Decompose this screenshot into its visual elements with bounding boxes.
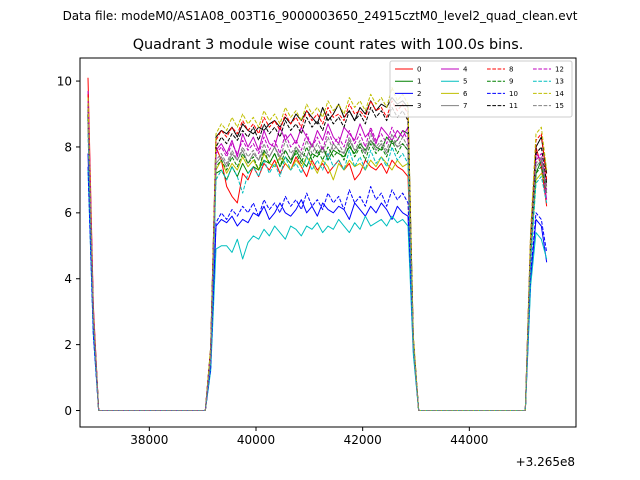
- legend-label-2: 2: [417, 90, 421, 98]
- legend-box: [389, 60, 573, 118]
- chart-title: Quadrant 3 module wise count rates with …: [133, 37, 524, 53]
- x-offset-label: +3.265e8: [516, 455, 575, 469]
- series-line-9: [87, 117, 548, 412]
- legend-label-15: 15: [555, 102, 564, 110]
- legend-label-12: 12: [555, 66, 564, 74]
- legend-label-10: 10: [509, 90, 518, 98]
- y-tick-label: 8: [64, 140, 72, 154]
- x-tick-label: 44000: [450, 433, 488, 447]
- x-tick-label: 40000: [237, 433, 275, 447]
- legend-label-7: 7: [463, 102, 467, 110]
- legend-label-11: 11: [509, 102, 518, 110]
- y-tick-label: 10: [57, 74, 72, 88]
- x-axis: 38000 40000 42000 44000: [130, 427, 488, 447]
- legend-label-14: 14: [555, 90, 564, 98]
- suptitle: Data file: modeM0/AS1A08_003T16_90000036…: [63, 9, 578, 23]
- legend-label-9: 9: [509, 78, 513, 86]
- legend-label-8: 8: [509, 66, 513, 74]
- legend-label-1: 1: [417, 78, 421, 86]
- x-tick-label: 38000: [130, 433, 168, 447]
- legend-label-5: 5: [463, 78, 467, 86]
- legend-label-6: 6: [463, 90, 468, 98]
- y-axis: 0 2 4 6 8 10: [57, 74, 80, 418]
- plot-frame: [79, 57, 577, 428]
- y-tick-label: 4: [64, 272, 72, 286]
- legend-label-0: 0: [417, 66, 421, 74]
- legend-label-3: 3: [417, 102, 421, 110]
- y-tick-label: 0: [64, 404, 72, 418]
- y-tick-label: 6: [64, 206, 72, 220]
- y-tick-label: 2: [64, 338, 72, 352]
- legend-label-13: 13: [555, 78, 564, 86]
- series-line-15: [87, 123, 548, 412]
- series-layer: [87, 77, 548, 412]
- legend-label-4: 4: [463, 66, 468, 74]
- x-tick-label: 42000: [344, 433, 382, 447]
